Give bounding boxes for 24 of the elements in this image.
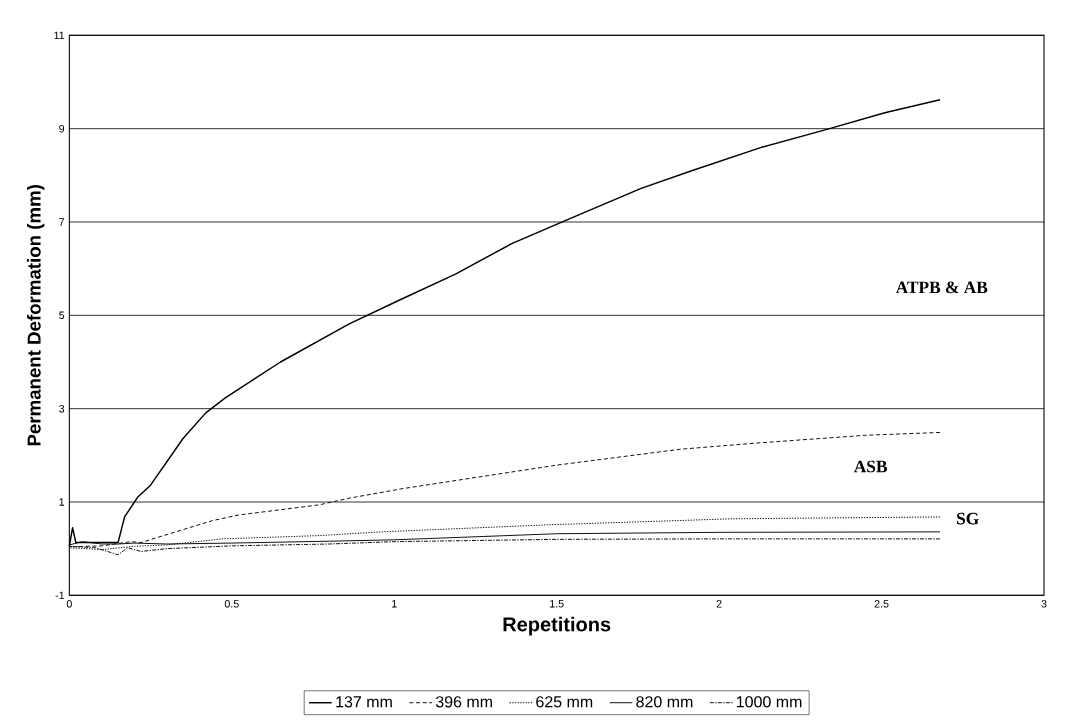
x-tick-label: 1.5 bbox=[550, 600, 564, 608]
y-tick-label: 11 bbox=[54, 31, 65, 39]
x-tick-label: 2.5 bbox=[874, 600, 889, 608]
annotation: ATPB & AB bbox=[895, 281, 988, 294]
legend-label: 625 mm bbox=[536, 696, 593, 708]
legend-label: 820 mm bbox=[636, 696, 693, 708]
x-tick-label: 2 bbox=[716, 600, 722, 608]
x-tick-label: 3 bbox=[1041, 600, 1047, 608]
y-tick-label: 1 bbox=[59, 498, 65, 506]
x-tick-label: 1 bbox=[392, 600, 397, 608]
annotation: ASB bbox=[853, 460, 888, 473]
y-tick-label: 7 bbox=[59, 218, 65, 226]
x-tick-label: 0.5 bbox=[224, 600, 239, 608]
x-axis-title: Repetitions bbox=[503, 616, 611, 636]
y-tick-label: 9 bbox=[59, 124, 65, 133]
legend-label: 137 mm bbox=[336, 696, 392, 708]
x-tick-label: 0 bbox=[66, 600, 72, 608]
legend-label: 396 mm bbox=[435, 696, 492, 708]
y-tick-label: -1 bbox=[55, 591, 65, 599]
y-tick-label: 5 bbox=[59, 311, 65, 320]
y-axis-title: Permanent Deformation (mm) bbox=[26, 185, 45, 446]
legend-label: 1000 mm bbox=[736, 696, 802, 708]
y-tick-label: 3 bbox=[59, 404, 65, 413]
annotation: SG bbox=[957, 512, 979, 525]
